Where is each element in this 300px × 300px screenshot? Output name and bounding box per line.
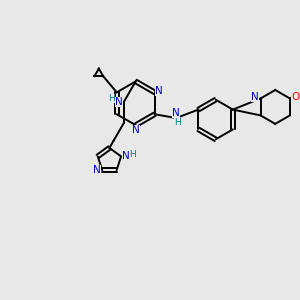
Text: H: H bbox=[108, 94, 115, 103]
Text: H: H bbox=[129, 150, 136, 159]
Text: H: H bbox=[174, 118, 181, 127]
Text: N: N bbox=[154, 86, 162, 96]
Text: N: N bbox=[251, 92, 259, 102]
Text: N: N bbox=[115, 97, 123, 106]
Text: N: N bbox=[132, 125, 140, 135]
Text: N: N bbox=[122, 152, 130, 161]
Text: N: N bbox=[172, 108, 180, 118]
Text: O: O bbox=[292, 92, 300, 102]
Text: N: N bbox=[93, 165, 101, 175]
